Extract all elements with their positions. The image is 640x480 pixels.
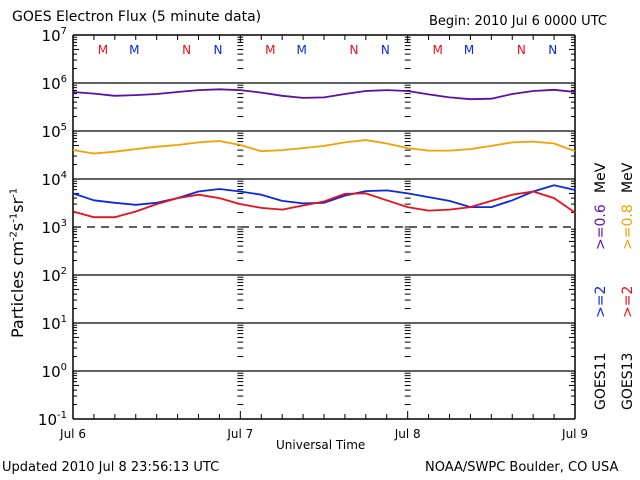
y-tick-label: 104 [42,170,67,189]
legend-high-energy: >=2 [593,286,609,318]
footer-updated: Updated 2010 Jul 8 23:56:13 UTC [2,460,220,475]
y-tick-exponent: -1 [57,410,67,421]
legend-low-energy: >=0.8 [620,204,636,250]
y-tick-label: 103 [42,218,67,237]
y-tick-exponent: 4 [61,170,67,181]
event-marker-m: M [464,43,474,57]
legend-satellite: GOES11 [593,353,609,410]
y-tick-label: 106 [42,74,67,93]
y-axis-label-part: sr [8,197,27,213]
legend-satellite: GOES13 [620,353,636,410]
event-marker-n: N [349,43,358,57]
event-marker-n: N [517,43,526,57]
event-marker-n: N [548,43,557,57]
y-axis-label-exponent: -1 [8,187,20,198]
y-tick-exponent: 1 [61,314,67,325]
x-tick-label: Jul 7 [226,427,253,441]
y-axis-label: Particles cm-2s-1sr-1 [8,188,27,338]
event-marker-m: M [265,43,275,57]
legend-column-goes11: GOES11 >=2 >=0.6 MeV [593,162,609,410]
event-marker-m: M [98,43,108,57]
x-tick-label: Jul 8 [394,427,421,441]
y-tick-label: 102 [42,266,67,285]
event-marker-n: N [214,43,223,57]
event-marker-n: N [381,43,390,57]
footer-credit: NOAA/SWPC Boulder, CO USA [425,460,619,475]
series-line-goes11-2-mev [72,184,576,209]
y-tick-label: 10-1 [38,410,67,429]
series-line-goes11-0-6-mev [72,88,576,101]
legend-unit: MeV [620,162,636,193]
legend-unit: MeV [593,162,609,193]
y-tick-base: 10 [42,27,61,45]
event-marker-n: N [182,43,191,57]
y-tick-label: 100 [42,362,67,381]
event-marker-m: M [432,43,442,57]
event-marker-m: M [129,43,139,57]
y-axis-label-exponent: -1 [8,212,20,223]
chart-title: GOES Electron Flux (5 minute data) [12,9,262,25]
y-tick-exponent: 6 [61,74,67,85]
y-tick-base: 10 [42,315,61,333]
legend-low-energy: >=0.6 [593,204,609,250]
y-tick-base: 10 [42,363,61,381]
y-tick-label: 107 [42,26,67,45]
y-tick-exponent: 0 [61,362,67,373]
x-axis-label: Universal Time [276,438,366,452]
y-axis-label-part: Particles cm [8,241,27,338]
y-tick-exponent: 2 [61,266,67,277]
y-tick-base: 10 [42,267,61,285]
x-tick-label: Jul 9 [561,427,588,441]
y-tick-exponent: 3 [61,218,67,229]
y-axis-label-part: s [8,222,27,232]
y-tick-exponent: 5 [61,122,67,133]
event-marker-m: M [297,43,307,57]
y-tick-base: 10 [42,123,61,141]
y-tick-base: 10 [42,171,61,189]
y-tick-base: 10 [42,75,61,93]
y-axis-label-text: Particles cm-2s-1sr-1 [8,188,27,338]
y-tick-label: 101 [42,314,67,333]
y-tick-label: 105 [42,122,67,141]
y-axis-label-exponent: -2 [8,231,20,242]
y-tick-exponent: 7 [61,26,67,37]
y-tick-base: 10 [38,411,57,429]
series-line-goes13-0-8-mev [72,139,576,155]
x-tick-label: Jul 6 [59,427,86,441]
legend-high-energy: >=2 [620,286,636,318]
legend-column-goes13: GOES13 >=2 >=0.8 MeV [620,162,636,410]
series-line-goes13-2-mev [72,190,576,219]
begin-label: Begin: 2010 Jul 6 0000 UTC [429,14,607,29]
y-tick-base: 10 [42,219,61,237]
